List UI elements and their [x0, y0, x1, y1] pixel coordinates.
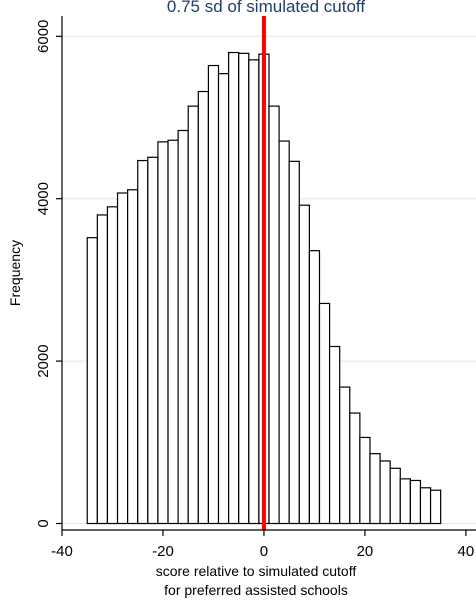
x-tick-label: 20	[357, 543, 374, 560]
histogram-bar	[207, 64, 220, 525]
histogram-bar	[96, 214, 109, 525]
histogram-bar	[369, 453, 381, 525]
y-axis-label: Frequency	[7, 240, 23, 306]
histogram-bar	[217, 73, 230, 525]
histogram-bar	[268, 105, 280, 525]
histogram-bar	[197, 90, 210, 525]
axes	[61, 16, 476, 531]
x-axis-label-line-1: score relative to simulated cutoff	[156, 563, 357, 579]
histogram-bar	[228, 51, 240, 525]
histogram-bar	[106, 206, 119, 525]
y-tick-label: 0	[35, 519, 52, 527]
x-tick-label: 0	[260, 543, 268, 560]
histogram-bar	[248, 59, 260, 525]
x-axis-label-line-2: for preferred assisted schools	[164, 582, 348, 598]
x-tick-label: -20	[152, 543, 174, 560]
chart-title: 0.75 sd of simulated cutoff	[167, 0, 365, 16]
histogram-bar	[389, 467, 401, 525]
histogram-bar	[86, 237, 98, 525]
histogram-bar	[177, 129, 189, 525]
histogram-bar	[238, 52, 250, 525]
histogram-bar	[318, 302, 331, 525]
histogram-bar	[116, 192, 129, 525]
histogram-bar	[127, 189, 139, 525]
histogram-bar	[379, 460, 391, 525]
histogram-bar	[419, 487, 432, 525]
histogram-bar	[409, 479, 422, 525]
histogram-bar	[137, 159, 149, 525]
histogram-bar	[187, 105, 199, 525]
y-tick-label: 4000	[35, 182, 52, 215]
tick-labels: 0 2000 4000 6000 -40 -20 0 20 40	[35, 20, 474, 560]
histogram-bar	[328, 345, 341, 525]
y-tick-label: 2000	[35, 344, 52, 377]
x-tick-label: 40	[458, 543, 475, 560]
y-tick-label: 6000	[35, 20, 52, 53]
histogram-bar	[298, 204, 310, 525]
histogram-bar	[349, 412, 361, 525]
histogram-bar	[157, 141, 169, 525]
histogram-bar	[359, 436, 371, 525]
histogram-bar	[399, 478, 411, 525]
histogram-bar	[339, 386, 351, 525]
histogram-bar	[147, 156, 159, 525]
histogram-bar	[167, 139, 179, 525]
histogram-bar	[288, 160, 300, 525]
histogram-bar	[308, 250, 321, 525]
histogram-bar	[278, 140, 290, 525]
x-tick-label: -40	[51, 543, 73, 560]
histogram-bar	[429, 489, 442, 525]
